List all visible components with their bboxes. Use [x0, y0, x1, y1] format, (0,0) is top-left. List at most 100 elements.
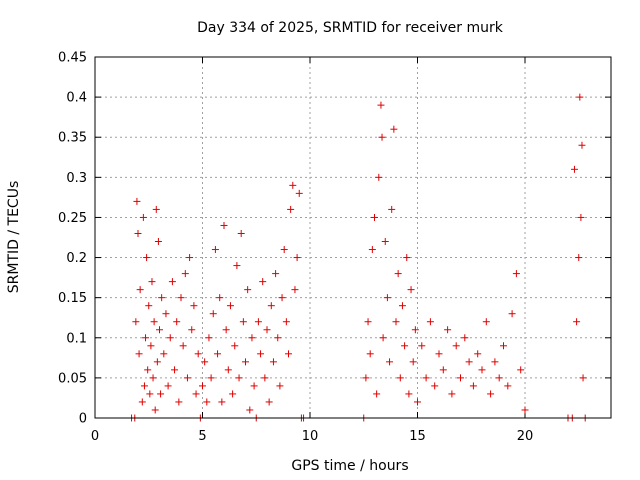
data-point [257, 350, 265, 358]
data-point [578, 141, 586, 149]
data-point [242, 358, 249, 366]
y-tick-label: 0 [79, 412, 87, 427]
data-point [248, 334, 256, 342]
data-point [386, 358, 394, 366]
data-point [267, 302, 275, 310]
data-point [218, 398, 226, 406]
data-point [229, 390, 237, 398]
plot-frame [94, 56, 612, 419]
data-point [426, 318, 434, 326]
data-point [390, 125, 398, 133]
x-tick-label: 15 [409, 429, 426, 444]
data-point [392, 318, 400, 326]
data-points [128, 93, 589, 422]
y-tick-label: 0.4 [66, 91, 87, 106]
data-point [171, 366, 179, 374]
data-point [474, 350, 482, 358]
data-point [211, 246, 219, 254]
data-point [138, 398, 146, 406]
data-point [194, 350, 202, 358]
data-point [383, 294, 391, 302]
data-point [521, 406, 529, 414]
data-point [148, 278, 156, 286]
data-point [373, 390, 381, 398]
data-point [157, 390, 165, 398]
data-point [411, 326, 419, 334]
data-point [269, 358, 277, 366]
data-point [579, 374, 587, 382]
data-point [156, 326, 163, 334]
data-point [500, 342, 507, 350]
data-point [285, 350, 292, 358]
data-point [274, 334, 282, 342]
data-point [209, 310, 217, 318]
data-point [244, 286, 252, 294]
data-point [235, 374, 243, 382]
x-tick-label: 5 [198, 429, 206, 444]
y-tick-label: 0.2 [66, 251, 87, 266]
data-point [289, 181, 297, 189]
data-point [231, 342, 239, 350]
data-point [431, 382, 439, 390]
data-point [145, 302, 153, 310]
data-point [205, 334, 213, 342]
data-point [295, 189, 303, 197]
data-point [495, 374, 503, 382]
data-point [422, 374, 430, 382]
data-point [377, 101, 385, 109]
data-point [272, 270, 280, 278]
data-point [168, 278, 176, 286]
data-point [220, 221, 228, 229]
data-point [158, 294, 166, 302]
data-point [368, 246, 376, 254]
data-point [222, 326, 230, 334]
y-axis-ticks: 0 0.05 0.1 0.15 0.2 0.25 0.3 0.35 0.4 0.45 [58, 51, 611, 427]
data-point [379, 334, 387, 342]
y-tick-label: 0.3 [66, 171, 87, 186]
data-point [409, 358, 417, 366]
data-point [371, 213, 378, 221]
data-point [435, 350, 443, 358]
data-point [452, 342, 460, 350]
x-axis-label: GPS time / hours [291, 458, 408, 474]
data-point [132, 318, 140, 326]
data-point [203, 398, 211, 406]
data-point [164, 382, 172, 390]
data-point [177, 294, 185, 302]
data-point [224, 366, 232, 374]
data-point [175, 398, 183, 406]
data-point [135, 350, 143, 358]
data-point [149, 374, 157, 382]
x-tick-label: 20 [517, 429, 534, 444]
data-point [147, 342, 155, 350]
data-point [151, 406, 159, 414]
data-point [216, 294, 224, 302]
data-point [487, 390, 495, 398]
data-point [265, 398, 273, 406]
data-point [239, 318, 247, 326]
data-point [282, 318, 290, 326]
data-point [278, 294, 286, 302]
data-point [396, 374, 404, 382]
data-point [233, 262, 241, 270]
y-tick-label: 0.45 [58, 51, 87, 66]
data-point [160, 350, 168, 358]
data-point [465, 358, 473, 366]
data-point [188, 326, 196, 334]
data-point [139, 213, 147, 221]
data-point [375, 173, 383, 181]
data-point [478, 366, 486, 374]
data-point [134, 229, 142, 237]
data-point [154, 238, 162, 246]
data-point [508, 310, 516, 318]
data-point [482, 318, 490, 326]
data-point [237, 229, 245, 237]
data-point [401, 342, 409, 350]
data-point [140, 382, 148, 390]
data-point [162, 310, 170, 318]
data-point [394, 270, 402, 278]
data-point [461, 334, 469, 342]
data-point [439, 366, 447, 374]
